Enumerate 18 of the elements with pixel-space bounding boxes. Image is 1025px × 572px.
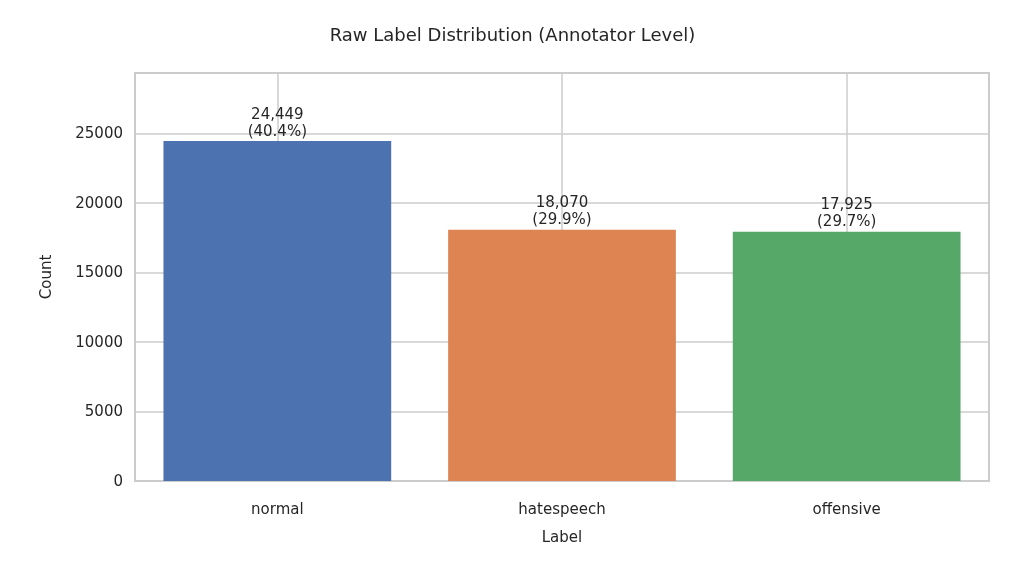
x-tick-label: offensive xyxy=(812,499,881,518)
bar xyxy=(448,229,676,481)
bar xyxy=(163,141,392,481)
x-tick-label: hatespeech xyxy=(518,499,606,518)
data-label: 17,925 (29.7%) xyxy=(816,195,877,231)
y-tick-label: 25000 xyxy=(75,124,123,143)
x-axis-title: Label xyxy=(541,527,583,546)
chart-title: Raw Label Distribution (Annotator Level) xyxy=(329,23,696,45)
y-tick-label: 15000 xyxy=(75,263,123,282)
y-axis-title: Count xyxy=(36,254,55,300)
data-label: 24,449 (40.4%) xyxy=(247,104,308,140)
y-tick-label: 20000 xyxy=(75,193,123,212)
y-tick-label: 10000 xyxy=(75,332,123,351)
y-tick-label: 0 xyxy=(113,472,123,490)
data-label: 18,070 (29.9%) xyxy=(532,193,592,229)
x-tick-label: normal xyxy=(251,499,304,518)
y-tick-label: 5000 xyxy=(84,402,123,421)
bar xyxy=(732,231,961,481)
